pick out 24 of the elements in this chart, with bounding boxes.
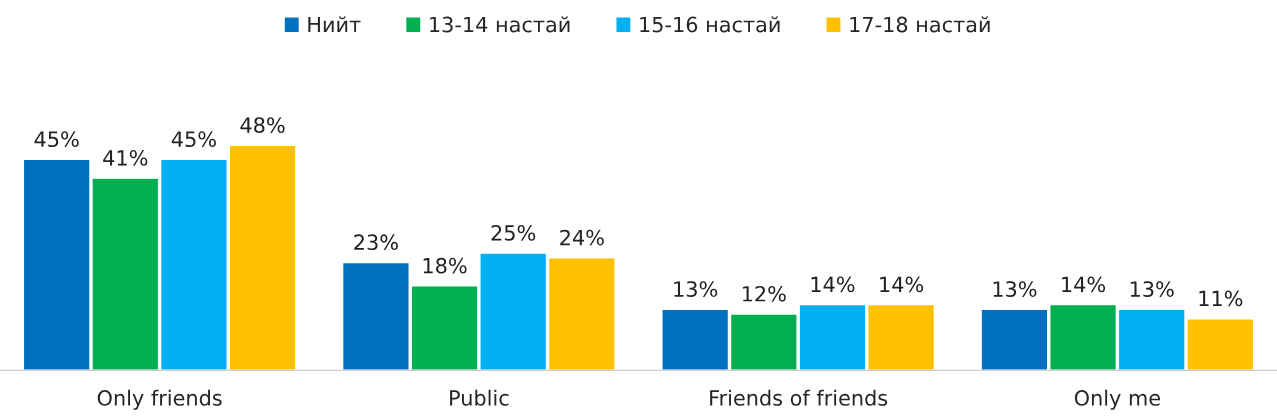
data-label: 45%: [171, 131, 216, 148]
data-label: 24%: [560, 229, 604, 246]
legend-label: 15-16 настай: [640, 16, 780, 33]
data-label: 14%: [880, 276, 924, 293]
x-tick-label: Friends of friends: [710, 389, 888, 406]
data-label: 11%: [1199, 290, 1243, 307]
data-label: 18%: [423, 257, 467, 274]
x-tick-label: Only me: [1074, 389, 1160, 410]
data-label: 48%: [240, 117, 285, 134]
x-tick-label: Only friends: [97, 389, 222, 410]
data-label: 25%: [491, 224, 536, 241]
x-tick-label: Public: [450, 389, 509, 406]
legend-label: 13-14 настай: [430, 16, 570, 33]
data-label: 14%: [811, 276, 855, 293]
data-label: 41%: [103, 150, 148, 166]
legend-label: 17-18 настай: [850, 16, 990, 33]
data-label: 13%: [993, 281, 1037, 297]
data-label: 45%: [34, 131, 79, 148]
data-label: 12%: [742, 285, 786, 302]
data-label: 13%: [1130, 281, 1174, 297]
data-label: 23%: [354, 234, 398, 251]
legend-label: Нийт: [308, 16, 361, 33]
data-label: 14%: [1062, 276, 1106, 293]
data-label: 13%: [674, 281, 718, 297]
